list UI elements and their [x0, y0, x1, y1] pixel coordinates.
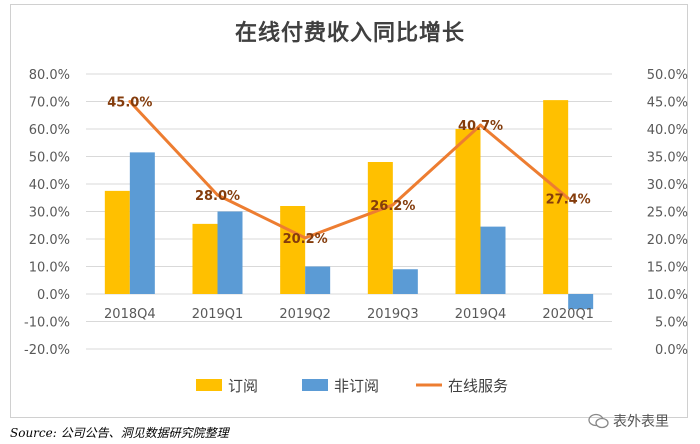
line-data-label: 27.4%: [546, 192, 591, 207]
line-data-label: 28.0%: [195, 189, 240, 204]
source-note: Source: 公司公告、洞见数据研究院整理: [10, 426, 229, 440]
bar-non-subscription: [305, 266, 331, 294]
legend: 订阅 非订阅 在线服务: [196, 377, 508, 395]
y-left-tick-label: 40.0%: [29, 178, 70, 193]
x-tick-label: 2019Q3: [367, 307, 419, 322]
line-data-label: 40.7%: [458, 119, 503, 134]
bar-subscription: [543, 100, 569, 294]
y-right-tick-label: 10.0%: [647, 288, 688, 303]
y-left-tick-label: 80.0%: [29, 68, 70, 83]
line-point: [303, 236, 307, 240]
x-tick-label: 2018Q4: [104, 307, 156, 322]
y-left-tick-label: 0.0%: [37, 288, 70, 303]
y-right-tick-label: 35.0%: [647, 151, 688, 166]
line-point: [128, 100, 132, 103]
y-right-tick-label: 50.0%: [647, 68, 688, 83]
legend-swatch: [302, 379, 328, 391]
bars: [104, 100, 594, 310]
y-right-tick-label: 5.0%: [655, 316, 688, 331]
y-left-tick-label: -10.0%: [24, 316, 70, 331]
bar-subscription: [455, 129, 481, 294]
bar-non-subscription: [129, 152, 155, 294]
x-tick-label: 2019Q4: [455, 307, 507, 322]
y-right-tick-label: 30.0%: [647, 178, 688, 193]
line-data-label: 20.2%: [283, 232, 328, 247]
line-point: [479, 123, 482, 127]
wechat-icon: [588, 413, 609, 429]
bar-non-subscription: [217, 211, 243, 294]
line-online-services: [128, 100, 570, 240]
bar-subscription: [192, 223, 218, 294]
x-tick-label: 2019Q1: [192, 307, 244, 322]
line-series: 45.0% 28.0% 20.2% 26.2% 40.7% 27.4%: [107, 96, 590, 247]
chart-title: 在线付费收入同比增长: [234, 21, 465, 46]
bar-subscription: [367, 162, 393, 294]
line-data-label: 45.0%: [107, 96, 152, 111]
gridlines: [86, 73, 612, 350]
bar-subscription: [280, 206, 306, 294]
bar-non-subscription: [392, 269, 418, 294]
y-right-tick-label: 45.0%: [647, 96, 688, 111]
bar-non-subscription: [480, 226, 506, 294]
y-left-tick-label: 20.0%: [29, 233, 70, 248]
watermark-text: 表外表里: [613, 414, 669, 430]
x-tick-label: 2019Q2: [279, 307, 331, 322]
legend-label: 订阅: [228, 377, 258, 395]
y-right-tick-label: 15.0%: [647, 261, 688, 276]
bar-subscription: [104, 190, 130, 294]
y-right-tick-label: 25.0%: [647, 206, 688, 221]
y-right-tick-label: 20.0%: [647, 233, 688, 248]
bar-non-subscription: [568, 294, 594, 310]
y-left-tick-label: 30.0%: [29, 206, 70, 221]
axes: 80.0% 70.0% 60.0% 50.0% 40.0% 30.0% 20.0% 10.0%…: [24, 68, 688, 358]
x-tick-label: 2020Q1: [542, 307, 594, 322]
line-point: [216, 193, 219, 197]
y-left-tick-label: -20.0%: [24, 343, 70, 358]
legend-label: 在线服务: [448, 377, 508, 395]
y-left-tick-label: 70.0%: [29, 96, 70, 111]
line-point: [566, 196, 570, 200]
legend-label: 非订阅: [334, 377, 379, 395]
y-left-tick-label: 10.0%: [29, 261, 70, 276]
y-left-tick-label: 50.0%: [29, 151, 70, 166]
y-right-tick-label: 40.0%: [647, 123, 688, 138]
watermark: 表外表里: [588, 411, 669, 431]
legend-swatch: [196, 379, 222, 391]
line-data-label: 26.2%: [370, 199, 415, 214]
y-left-tick-label: 60.0%: [29, 123, 70, 138]
y-right-tick-label: 0.0%: [655, 343, 688, 358]
line-point: [391, 203, 395, 207]
